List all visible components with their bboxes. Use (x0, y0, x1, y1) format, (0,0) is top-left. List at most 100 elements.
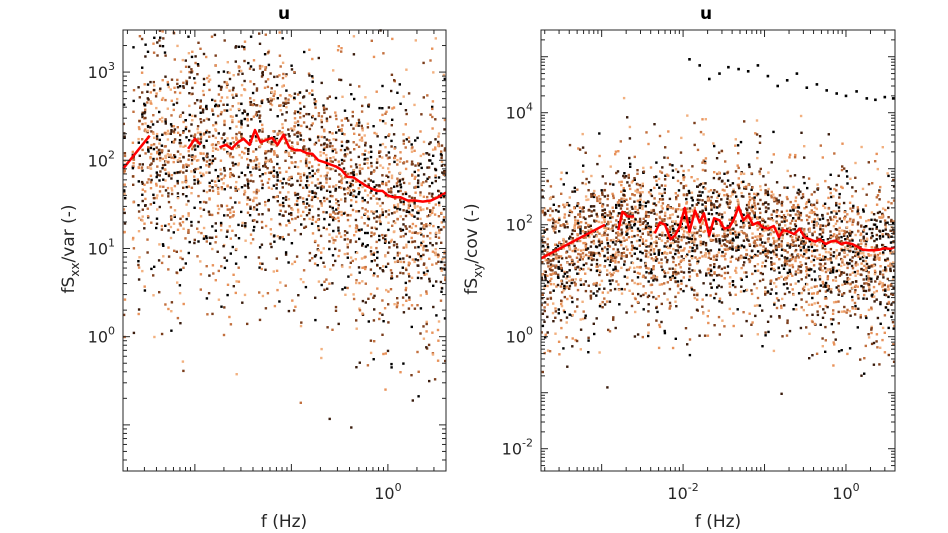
scatter-point (208, 185, 211, 188)
scatter-point (420, 244, 423, 247)
scatter-point (355, 327, 358, 330)
scatter-point (402, 246, 405, 249)
scatter-point (332, 138, 335, 141)
scatter-point (317, 280, 321, 283)
scatter-point (378, 184, 381, 187)
scatter-point (297, 294, 300, 297)
scatter-point (281, 235, 284, 239)
scatter-point (390, 238, 393, 242)
scatter-point (645, 131, 648, 134)
scatter-point (288, 94, 291, 97)
scatter-point (416, 232, 419, 235)
scatter-point (712, 227, 715, 230)
scatter-point (669, 242, 672, 245)
scatter-point (381, 113, 384, 117)
scatter-point (642, 293, 645, 297)
scatter-point (161, 133, 164, 136)
scatter-point (293, 112, 296, 115)
scatter-point (255, 208, 259, 211)
scatter-point (751, 204, 754, 207)
scatter-point (726, 265, 730, 268)
scatter-point (332, 218, 335, 222)
scatter-point (630, 248, 634, 251)
scatter-point (554, 271, 557, 275)
scatter-point (696, 148, 700, 152)
scatter-point (390, 174, 394, 177)
scatter-point (710, 206, 713, 209)
scatter-point (187, 158, 190, 161)
scatter-point (249, 135, 252, 138)
scatter-point (663, 331, 667, 335)
scatter-point (413, 149, 416, 152)
scatter-point (650, 257, 653, 260)
scatter-point (677, 256, 680, 259)
scatter-point (220, 186, 223, 189)
scatter-point (251, 166, 255, 169)
scatter-point (688, 236, 691, 239)
scatter-point (381, 211, 384, 214)
scatter-point (288, 139, 291, 142)
scatter-point (298, 132, 302, 135)
scatter-point (573, 207, 576, 210)
scatter-point (699, 271, 702, 274)
scatter-point (736, 236, 740, 239)
scatter-point (593, 220, 596, 223)
scatter-point (435, 314, 438, 317)
scatter-point (392, 220, 396, 223)
scatter-point (194, 61, 197, 65)
scatter-point (223, 121, 226, 124)
scatter-point (284, 119, 287, 122)
scatter-point (170, 99, 173, 102)
scatter-point (431, 47, 434, 50)
scatter-point (398, 180, 401, 183)
scatter-point (164, 172, 168, 175)
scatter-point (683, 176, 686, 179)
scatter-point (391, 224, 394, 227)
scatter-point (152, 201, 156, 204)
scatter-point (351, 179, 354, 182)
scatter-point (751, 249, 754, 252)
scatter-point (676, 244, 679, 247)
scatter-point (566, 271, 569, 274)
scatter-point (423, 226, 426, 229)
scatter-point (405, 254, 409, 257)
scatter-point (348, 224, 352, 228)
median-line-segment (122, 134, 151, 170)
scatter-point (558, 353, 561, 356)
scatter-point (158, 159, 162, 162)
scatter-point (252, 190, 256, 194)
scatter-point (652, 295, 655, 299)
scatter-point (582, 236, 585, 239)
scatter-point (443, 164, 447, 167)
scatter-point (308, 92, 311, 95)
scatter-point (715, 157, 719, 160)
scatter-point (417, 185, 420, 189)
scatter-point (343, 117, 347, 120)
scatter-point (276, 97, 279, 100)
scatter-point (347, 140, 350, 143)
scatter-point (357, 124, 360, 127)
scatter-point (704, 254, 707, 257)
scatter-point (292, 128, 296, 131)
scatter-point (338, 173, 341, 176)
scatter-point (691, 257, 694, 260)
scatter-point (724, 258, 727, 261)
scatter-point (337, 207, 340, 210)
scatter-point (300, 223, 303, 226)
scatter-point (179, 160, 182, 163)
scatter-point (629, 162, 632, 166)
scatter-point (671, 213, 674, 216)
scatter-point (284, 198, 288, 201)
scatter-point (219, 224, 223, 227)
scatter-point (328, 417, 331, 421)
scatter-point (372, 358, 375, 361)
scatter-point (442, 173, 446, 176)
scatter-point (178, 157, 181, 160)
scatter-point (311, 191, 314, 194)
scatter-point (704, 241, 708, 245)
scatter-point (317, 226, 320, 230)
scatter-point (623, 176, 626, 179)
scatter-point (255, 111, 258, 114)
scatter-point (337, 219, 340, 223)
scatter-point (546, 303, 549, 306)
